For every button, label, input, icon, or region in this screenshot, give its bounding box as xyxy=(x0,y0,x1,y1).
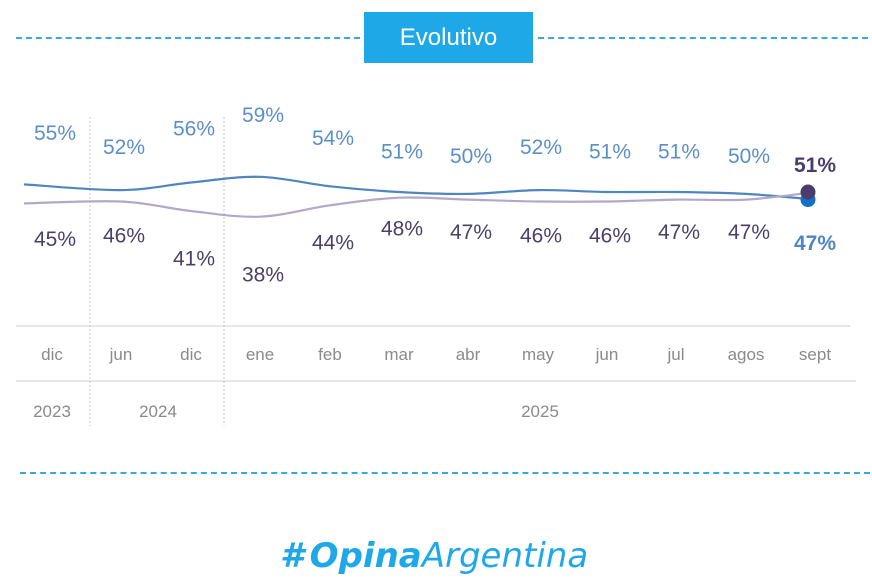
data-label-lower: 41% xyxy=(173,247,215,270)
data-label-lower: 46% xyxy=(103,225,145,248)
x-tick-label: jul xyxy=(666,345,684,364)
x-tick-label: abr xyxy=(456,345,481,364)
x-tick-label: jun xyxy=(109,345,133,364)
year-label: 2023 xyxy=(33,402,71,421)
data-label-upper: 52% xyxy=(103,136,145,159)
data-label-lower: 47% xyxy=(658,221,700,244)
data-label-lower: 47% xyxy=(450,221,492,244)
data-label-lower: 51% xyxy=(794,154,836,177)
x-tick-label: dic xyxy=(41,345,63,364)
divider-bottom xyxy=(20,472,870,474)
series-line-upper xyxy=(23,175,816,201)
year-label: 2024 xyxy=(139,402,177,421)
series-line-lower xyxy=(23,190,816,218)
x-tick-label: sept xyxy=(799,345,831,364)
x-tick-label: agos xyxy=(728,345,765,364)
data-label-upper: 51% xyxy=(658,141,700,164)
data-label-lower: 46% xyxy=(520,225,562,248)
data-label-upper: 54% xyxy=(312,127,354,150)
data-label-lower: 46% xyxy=(589,225,631,248)
data-label-upper: 50% xyxy=(728,145,770,168)
x-tick-label: feb xyxy=(318,345,342,364)
opina-argentina-logo: # Opina Argentina xyxy=(280,532,588,580)
data-label-upper: 56% xyxy=(173,118,215,141)
divider-top-left xyxy=(16,37,360,39)
data-label-upper: 52% xyxy=(520,136,562,159)
data-label-lower: 47% xyxy=(728,221,770,244)
data-label-upper: 50% xyxy=(450,145,492,168)
hash-logo-icon: # xyxy=(280,536,304,576)
x-tick-label: ene xyxy=(246,345,274,364)
data-label-upper: 55% xyxy=(34,122,76,145)
divider-top-right xyxy=(538,37,868,39)
year-label: 2025 xyxy=(521,402,559,421)
line-chart: 55% 52% 56% 59% 54% 51% 50% 52% 51% 51% 50% 47% 45% 4… xyxy=(16,104,856,426)
chart-title: Evolutivo xyxy=(364,12,533,63)
x-tick-label: mar xyxy=(384,345,414,364)
data-label-upper: 51% xyxy=(381,141,423,164)
data-label-lower: 48% xyxy=(381,218,423,241)
logo-word-argentina: Argentina xyxy=(421,536,589,576)
series-end-marker-lower xyxy=(800,184,816,200)
data-label-lower: 44% xyxy=(312,232,354,255)
data-label-upper: 51% xyxy=(589,141,631,164)
x-tick-label: dic xyxy=(180,345,202,364)
data-label-lower: 45% xyxy=(34,228,76,251)
data-label-upper: 59% xyxy=(242,104,284,127)
data-label-lower: 38% xyxy=(242,263,284,286)
data-label-upper: 47% xyxy=(794,232,836,255)
x-tick-label: may xyxy=(522,345,555,364)
x-tick-label: jun xyxy=(595,345,619,364)
logo-word-opina: Opina xyxy=(309,536,422,576)
